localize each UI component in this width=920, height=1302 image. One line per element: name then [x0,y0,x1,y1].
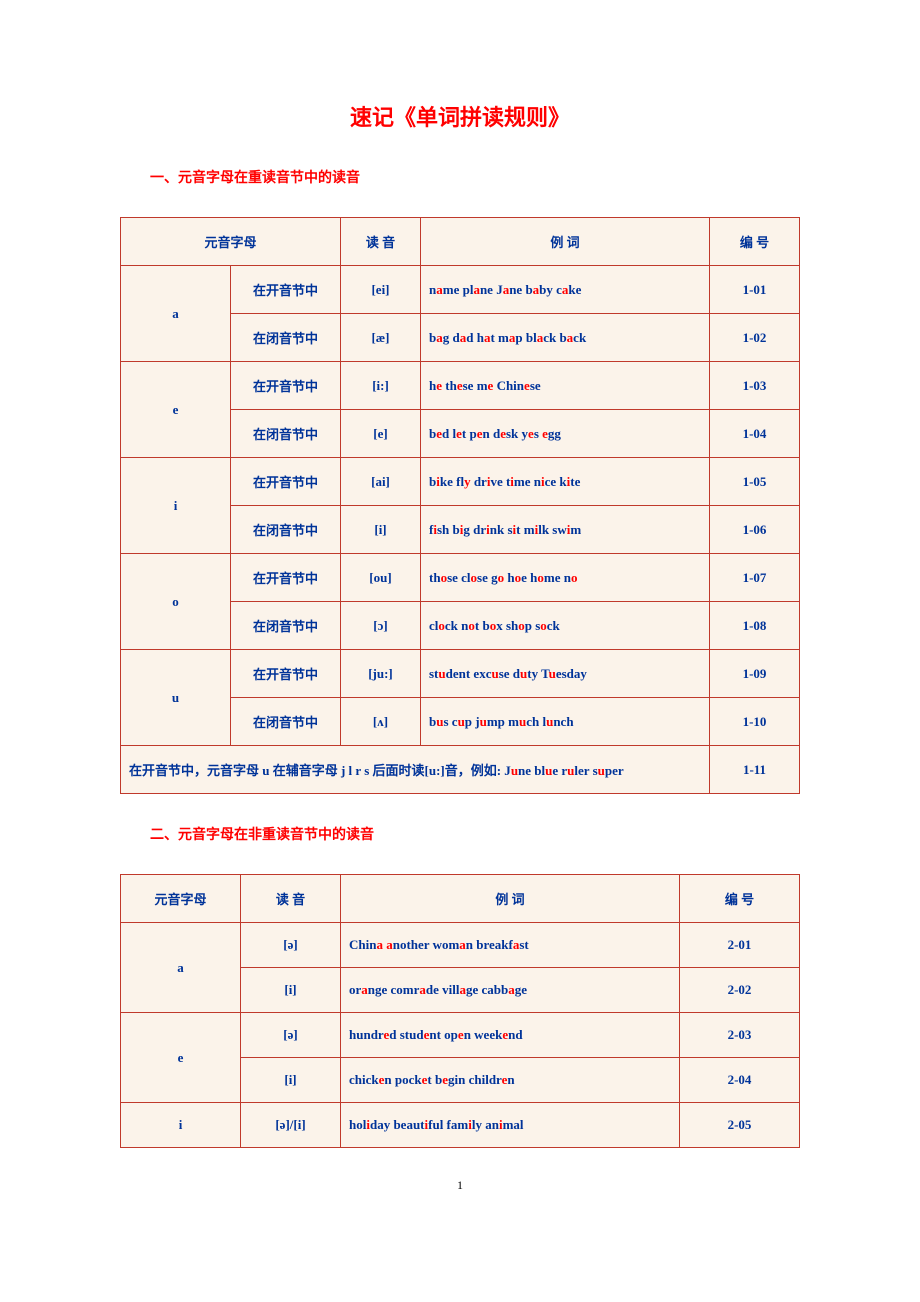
sound-cell: [ə]/[i] [241,1103,341,1148]
example-cell: chicken pocket begin children [341,1058,680,1103]
table-row: o在开音节中[ou]those close go hoe home no1-07 [121,554,800,602]
table-2: 元音字母 读 音 例 词 编 号 a[ə]China another woman… [120,874,800,1148]
header-sound: 读 音 [241,875,341,923]
example-cell: fish big drink sit milk swim [421,506,710,554]
table-row: a[ə]China another woman breakfast2-01 [121,923,800,968]
vowel-cell: e [121,1013,241,1103]
number-cell: 2-02 [680,968,800,1013]
number-cell: 1-08 [710,602,800,650]
header-number: 编 号 [680,875,800,923]
example-cell: clock not box shop sock [421,602,710,650]
sound-cell: [ɔ] [341,602,421,650]
sound-cell: [i] [241,1058,341,1103]
sound-cell: [i] [341,506,421,554]
vowel-cell: i [121,1103,241,1148]
note-row: 在开音节中，元音字母 u 在辅音字母 j l r s 后面时读[u:]音，例如:… [121,746,800,794]
example-cell: name plane Jane baby cake [421,266,710,314]
syllable-cell: 在开音节中 [231,458,341,506]
sound-cell: [æ] [341,314,421,362]
sound-cell: [i] [241,968,341,1013]
syllable-cell: 在闭音节中 [231,602,341,650]
table-row: u在开音节中[ju:]student excuse duty Tuesday1-… [121,650,800,698]
example-cell: orange comrade village cabbage [341,968,680,1013]
sound-cell: [ou] [341,554,421,602]
vowel-cell: i [121,458,231,554]
vowel-cell: a [121,923,241,1013]
vowel-cell: a [121,266,231,362]
section-header-2: 二、元音字母在非重读音节中的读音 [150,824,800,844]
syllable-cell: 在开音节中 [231,362,341,410]
number-cell: 1-09 [710,650,800,698]
table-row: e在开音节中[i:]he these me Chinese1-03 [121,362,800,410]
example-cell: those close go hoe home no [421,554,710,602]
sound-cell: [ə] [241,923,341,968]
sound-cell: [i:] [341,362,421,410]
header-vowel: 元音字母 [121,218,341,266]
syllable-cell: 在闭音节中 [231,314,341,362]
number-cell: 1-07 [710,554,800,602]
example-cell: bus cup jump much lunch [421,698,710,746]
header-vowel: 元音字母 [121,875,241,923]
header-example: 例 词 [341,875,680,923]
table-row: e[ə]hundred student open weekend2-03 [121,1013,800,1058]
header-number: 编 号 [710,218,800,266]
number-cell: 2-03 [680,1013,800,1058]
number-cell: 1-11 [710,746,800,794]
sound-cell: [ai] [341,458,421,506]
page-title: 速记《单词拼读规则》 [120,100,800,132]
table-header-row: 元音字母 读 音 例 词 编 号 [121,875,800,923]
header-example: 例 词 [421,218,710,266]
example-cell: he these me Chinese [421,362,710,410]
page-number: 1 [120,1178,800,1193]
header-sound: 读 音 [341,218,421,266]
example-cell: holiday beautiful family animal [341,1103,680,1148]
example-cell: bag dad hat map black back [421,314,710,362]
sound-cell: [ʌ] [341,698,421,746]
number-cell: 1-03 [710,362,800,410]
syllable-cell: 在开音节中 [231,266,341,314]
number-cell: 1-06 [710,506,800,554]
number-cell: 1-04 [710,410,800,458]
note-cell: 在开音节中，元音字母 u 在辅音字母 j l r s 后面时读[u:]音，例如:… [121,746,710,794]
example-cell: bike fly drive time nice kite [421,458,710,506]
section-header-1: 一、元音字母在重读音节中的读音 [150,167,800,187]
sound-cell: [ei] [341,266,421,314]
sound-cell: [ju:] [341,650,421,698]
number-cell: 1-05 [710,458,800,506]
example-cell: China another woman breakfast [341,923,680,968]
table-row: i在开音节中[ai]bike fly drive time nice kite1… [121,458,800,506]
syllable-cell: 在闭音节中 [231,410,341,458]
syllable-cell: 在闭音节中 [231,698,341,746]
example-cell: student excuse duty Tuesday [421,650,710,698]
syllable-cell: 在闭音节中 [231,506,341,554]
vowel-cell: u [121,650,231,746]
vowel-cell: o [121,554,231,650]
table-header-row: 元音字母 读 音 例 词 编 号 [121,218,800,266]
table-1: 元音字母 读 音 例 词 编 号 a在开音节中[ei]name plane Ja… [120,217,800,794]
number-cell: 2-05 [680,1103,800,1148]
number-cell: 1-02 [710,314,800,362]
number-cell: 2-01 [680,923,800,968]
vowel-cell: e [121,362,231,458]
number-cell: 1-10 [710,698,800,746]
example-cell: bed let pen desk yes egg [421,410,710,458]
sound-cell: [ə] [241,1013,341,1058]
table-row: a在开音节中[ei]name plane Jane baby cake1-01 [121,266,800,314]
sound-cell: [e] [341,410,421,458]
table-row: i[ə]/[i]holiday beautiful family animal2… [121,1103,800,1148]
syllable-cell: 在开音节中 [231,650,341,698]
syllable-cell: 在开音节中 [231,554,341,602]
number-cell: 1-01 [710,266,800,314]
example-cell: hundred student open weekend [341,1013,680,1058]
number-cell: 2-04 [680,1058,800,1103]
